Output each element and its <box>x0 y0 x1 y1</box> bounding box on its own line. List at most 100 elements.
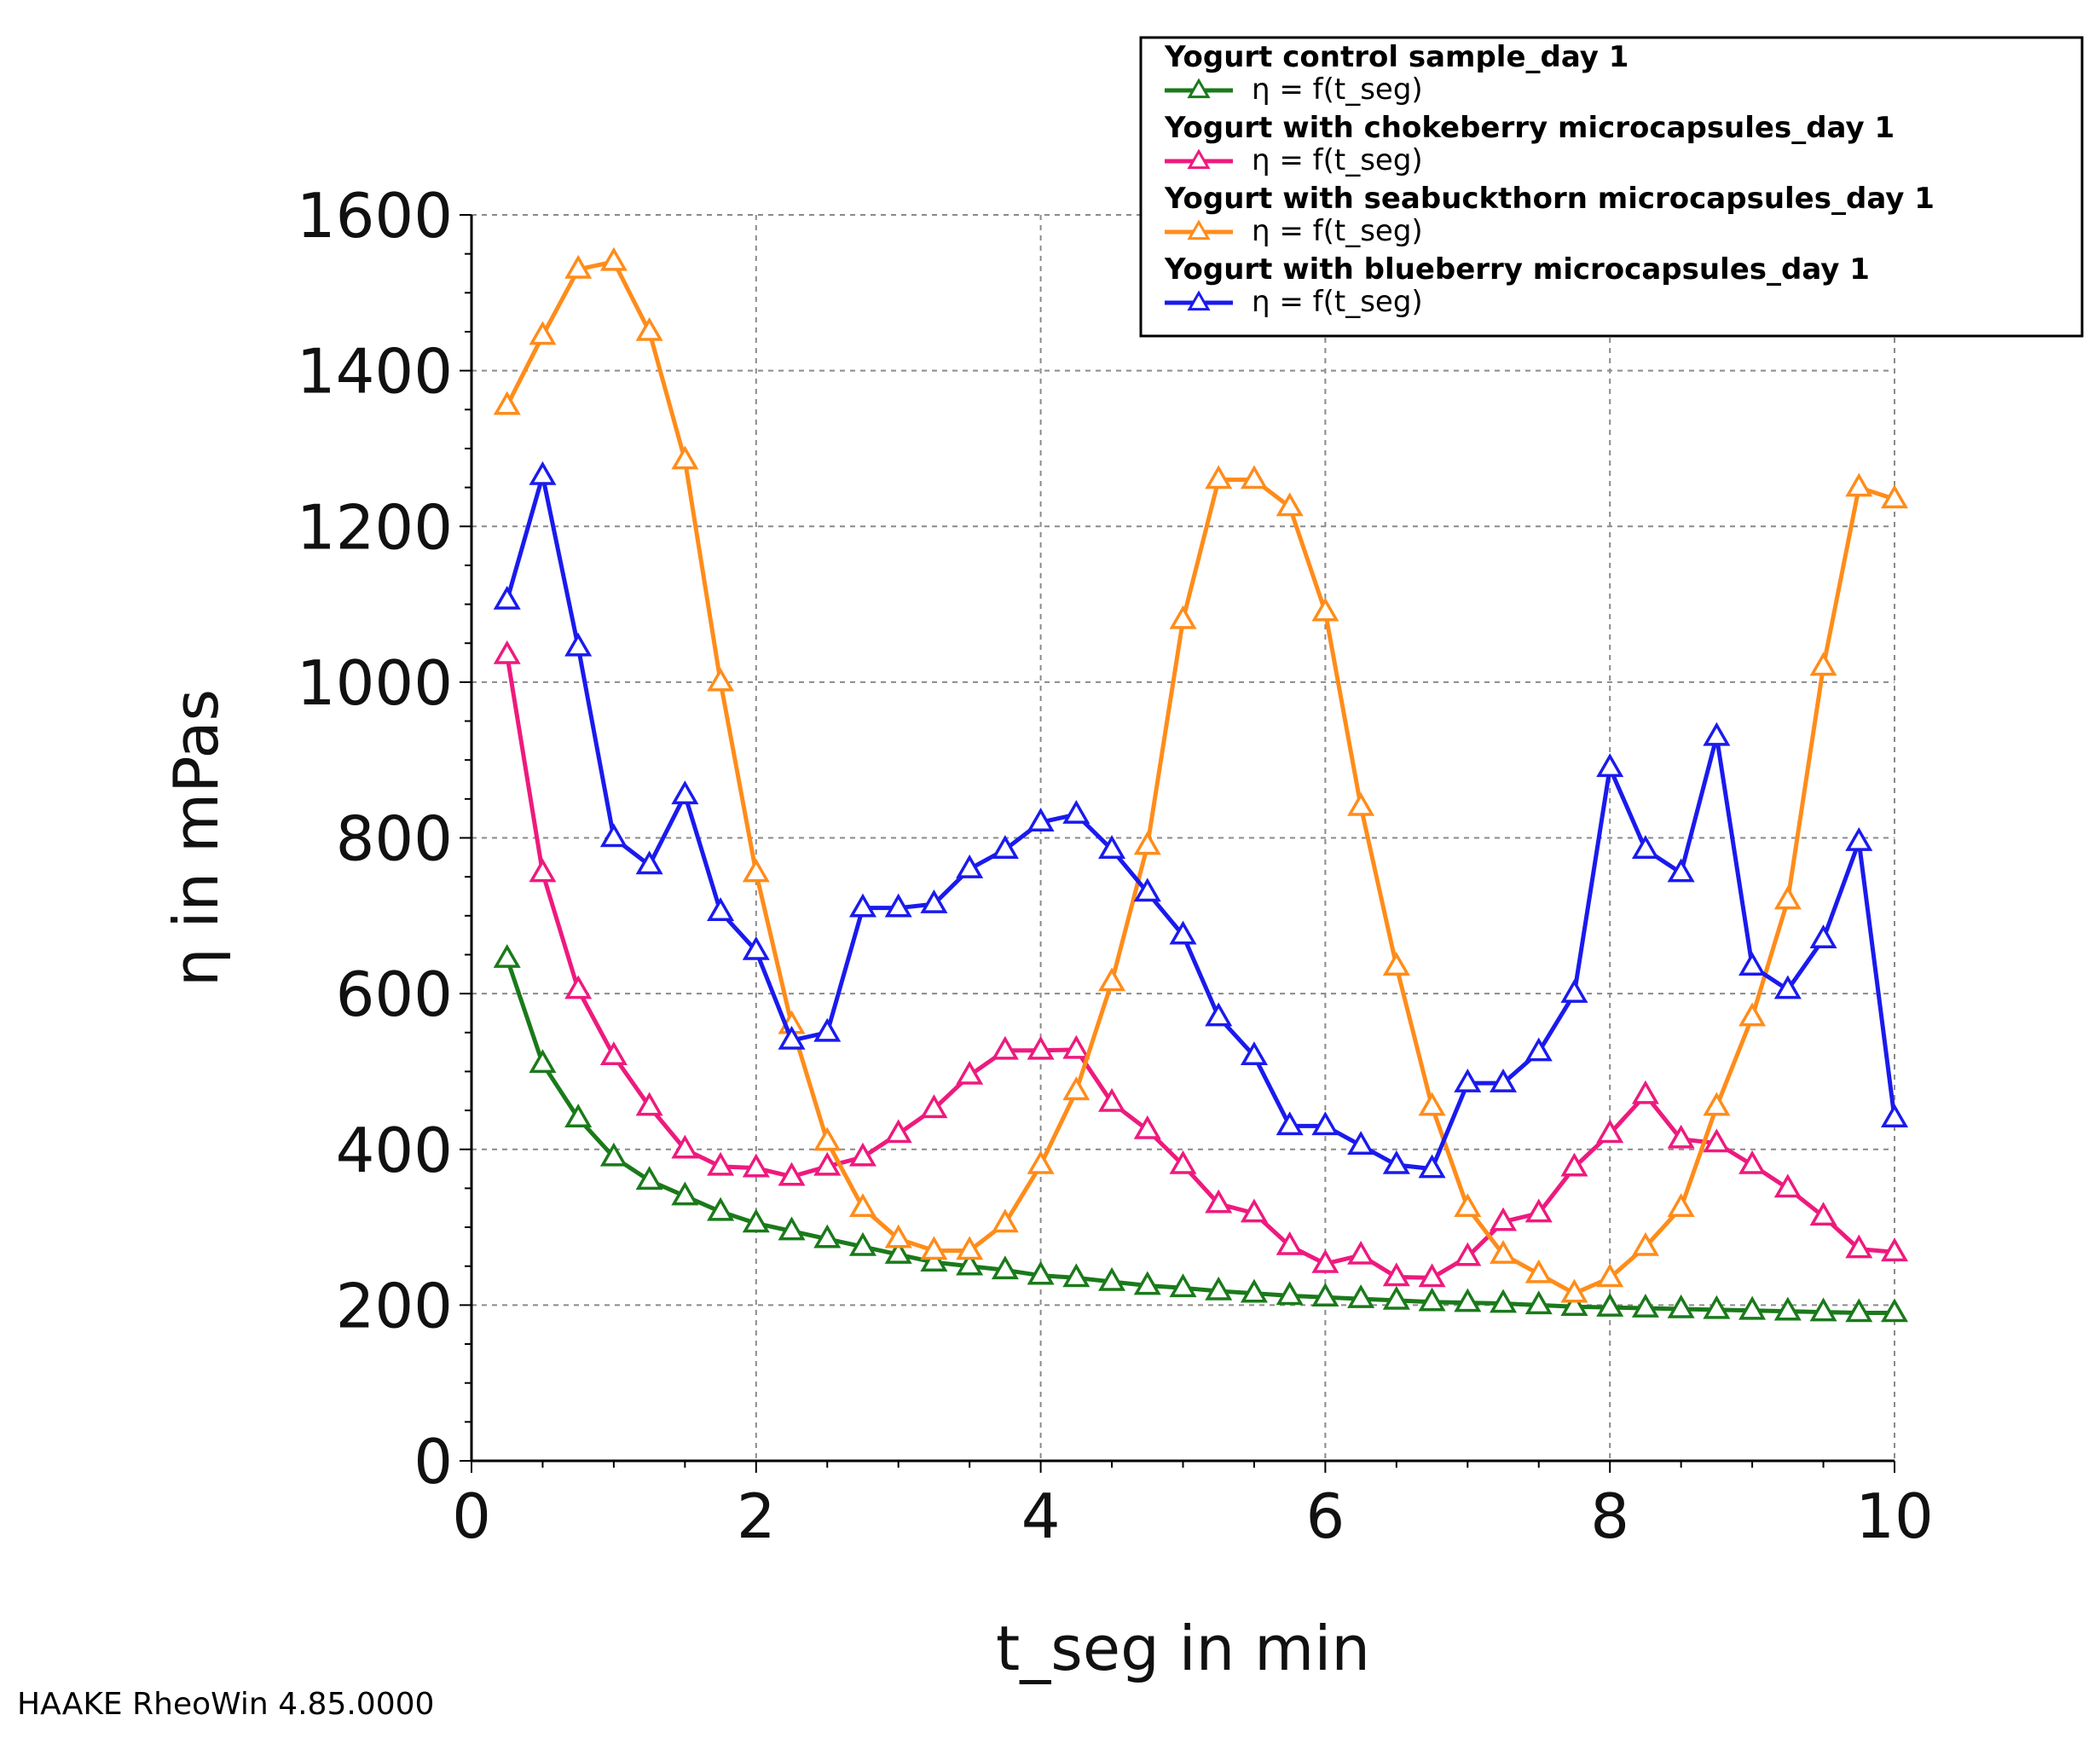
data-point <box>1205 465 1233 490</box>
data-point <box>1311 1248 1339 1273</box>
data-point <box>1418 1263 1446 1288</box>
data-point <box>778 1025 806 1050</box>
legend-series-name: η = f(t_seg) <box>1252 72 1423 107</box>
software-credit: HAAKE RheoWin 4.85.0000 <box>17 1687 435 1722</box>
x-tick-label: 8 <box>1590 1480 1629 1552</box>
data-point <box>1454 1193 1482 1218</box>
data-point <box>1062 800 1090 824</box>
data-point <box>1490 1069 1518 1092</box>
legend-box <box>1139 36 2084 338</box>
data-point <box>635 1166 663 1191</box>
data-point <box>742 1153 770 1178</box>
data-point <box>1880 1104 1909 1128</box>
data-point <box>1169 1150 1197 1174</box>
data-point <box>1773 975 1802 999</box>
y-tick-label: 1400 <box>297 336 453 408</box>
data-point <box>956 1236 984 1260</box>
data-point <box>599 823 628 848</box>
data-point <box>1738 952 1767 976</box>
data-point <box>707 1196 735 1221</box>
data-point <box>1382 952 1410 976</box>
data-point <box>1311 1283 1339 1307</box>
legend-series-title: Yogurt control sample_day 1 <box>1164 40 1629 74</box>
data-point <box>1596 1293 1624 1317</box>
data-point <box>1205 1189 1233 1214</box>
data-point <box>813 1127 842 1151</box>
legend-series-name: η = f(t_seg) <box>1252 214 1423 248</box>
legend-series-title: Yogurt with chokeberry microcapsules_day… <box>1164 111 1895 145</box>
legend-series-name: η = f(t_seg) <box>1252 143 1423 177</box>
data-point <box>635 1092 663 1116</box>
data-point <box>848 1231 876 1256</box>
data-point <box>1809 1297 1837 1322</box>
data-point <box>813 1151 842 1176</box>
data-point <box>493 943 521 968</box>
data-point <box>671 780 699 805</box>
data-point <box>1382 1285 1410 1310</box>
data-point <box>1133 1271 1161 1295</box>
y-tick-label: 800 <box>336 803 453 875</box>
data-point <box>1703 1092 1731 1116</box>
data-point <box>1027 1150 1055 1174</box>
data-point <box>529 461 557 485</box>
data-point <box>813 1224 842 1248</box>
data-point <box>1133 831 1161 855</box>
data-point <box>920 1248 948 1272</box>
legend-series-title: Yogurt with blueberry microcapsules_day … <box>1164 252 1870 287</box>
data-point <box>599 1041 628 1065</box>
legend-marker <box>1187 290 1211 311</box>
series-3 <box>493 246 1909 1303</box>
data-point <box>884 1239 912 1264</box>
series-4 <box>493 461 1909 1179</box>
data-point <box>564 632 593 657</box>
data-point <box>1596 1263 1624 1288</box>
data-point <box>1311 597 1339 622</box>
data-point <box>1027 808 1055 832</box>
y-tick-label: 0 <box>414 1426 453 1498</box>
data-point <box>671 1181 699 1206</box>
data-point <box>991 835 1019 859</box>
legend: Yogurt control sample_day 1η = f(t_seg)Y… <box>1139 36 2084 338</box>
data-point <box>564 1104 593 1128</box>
data-point <box>1667 858 1695 883</box>
data-point <box>1062 1034 1090 1059</box>
data-point <box>742 858 770 883</box>
x-axis-title: t_seg in min <box>996 1613 1370 1684</box>
data-point <box>1169 920 1197 945</box>
data-point <box>1773 1296 1802 1321</box>
data-point <box>884 1224 912 1248</box>
data-point <box>1205 1002 1233 1027</box>
data-point <box>1347 1131 1375 1155</box>
data-point <box>1240 1041 1268 1065</box>
data-point <box>991 1208 1019 1233</box>
data-point <box>1809 924 1837 948</box>
data-point <box>1240 1278 1268 1303</box>
data-point <box>1667 1294 1695 1318</box>
legend-marker <box>1187 219 1211 240</box>
data-point <box>1490 1207 1518 1231</box>
data-point <box>1560 1292 1588 1316</box>
data-point <box>848 893 876 918</box>
data-point <box>1524 1290 1553 1315</box>
data-point <box>1845 472 1873 497</box>
data-point <box>1738 1150 1767 1174</box>
data-point <box>1809 1202 1837 1226</box>
data-point <box>1276 1231 1304 1255</box>
y-tick-label: 400 <box>336 1115 453 1186</box>
series-line <box>505 259 1895 1296</box>
series-line <box>505 473 1897 1172</box>
data-point <box>1240 465 1268 490</box>
data-point <box>991 1035 1019 1060</box>
data-point <box>707 897 735 922</box>
data-point <box>1631 1231 1659 1256</box>
data-point <box>1418 1092 1446 1116</box>
data-point <box>1631 835 1659 859</box>
data-point <box>1062 1076 1090 1101</box>
data-point <box>1169 605 1197 629</box>
data-point <box>742 936 770 960</box>
data-point <box>1169 1273 1197 1298</box>
data-point <box>956 1060 984 1085</box>
data-point <box>1098 967 1126 992</box>
data-point <box>1880 484 1909 509</box>
data-point <box>1276 1111 1304 1136</box>
